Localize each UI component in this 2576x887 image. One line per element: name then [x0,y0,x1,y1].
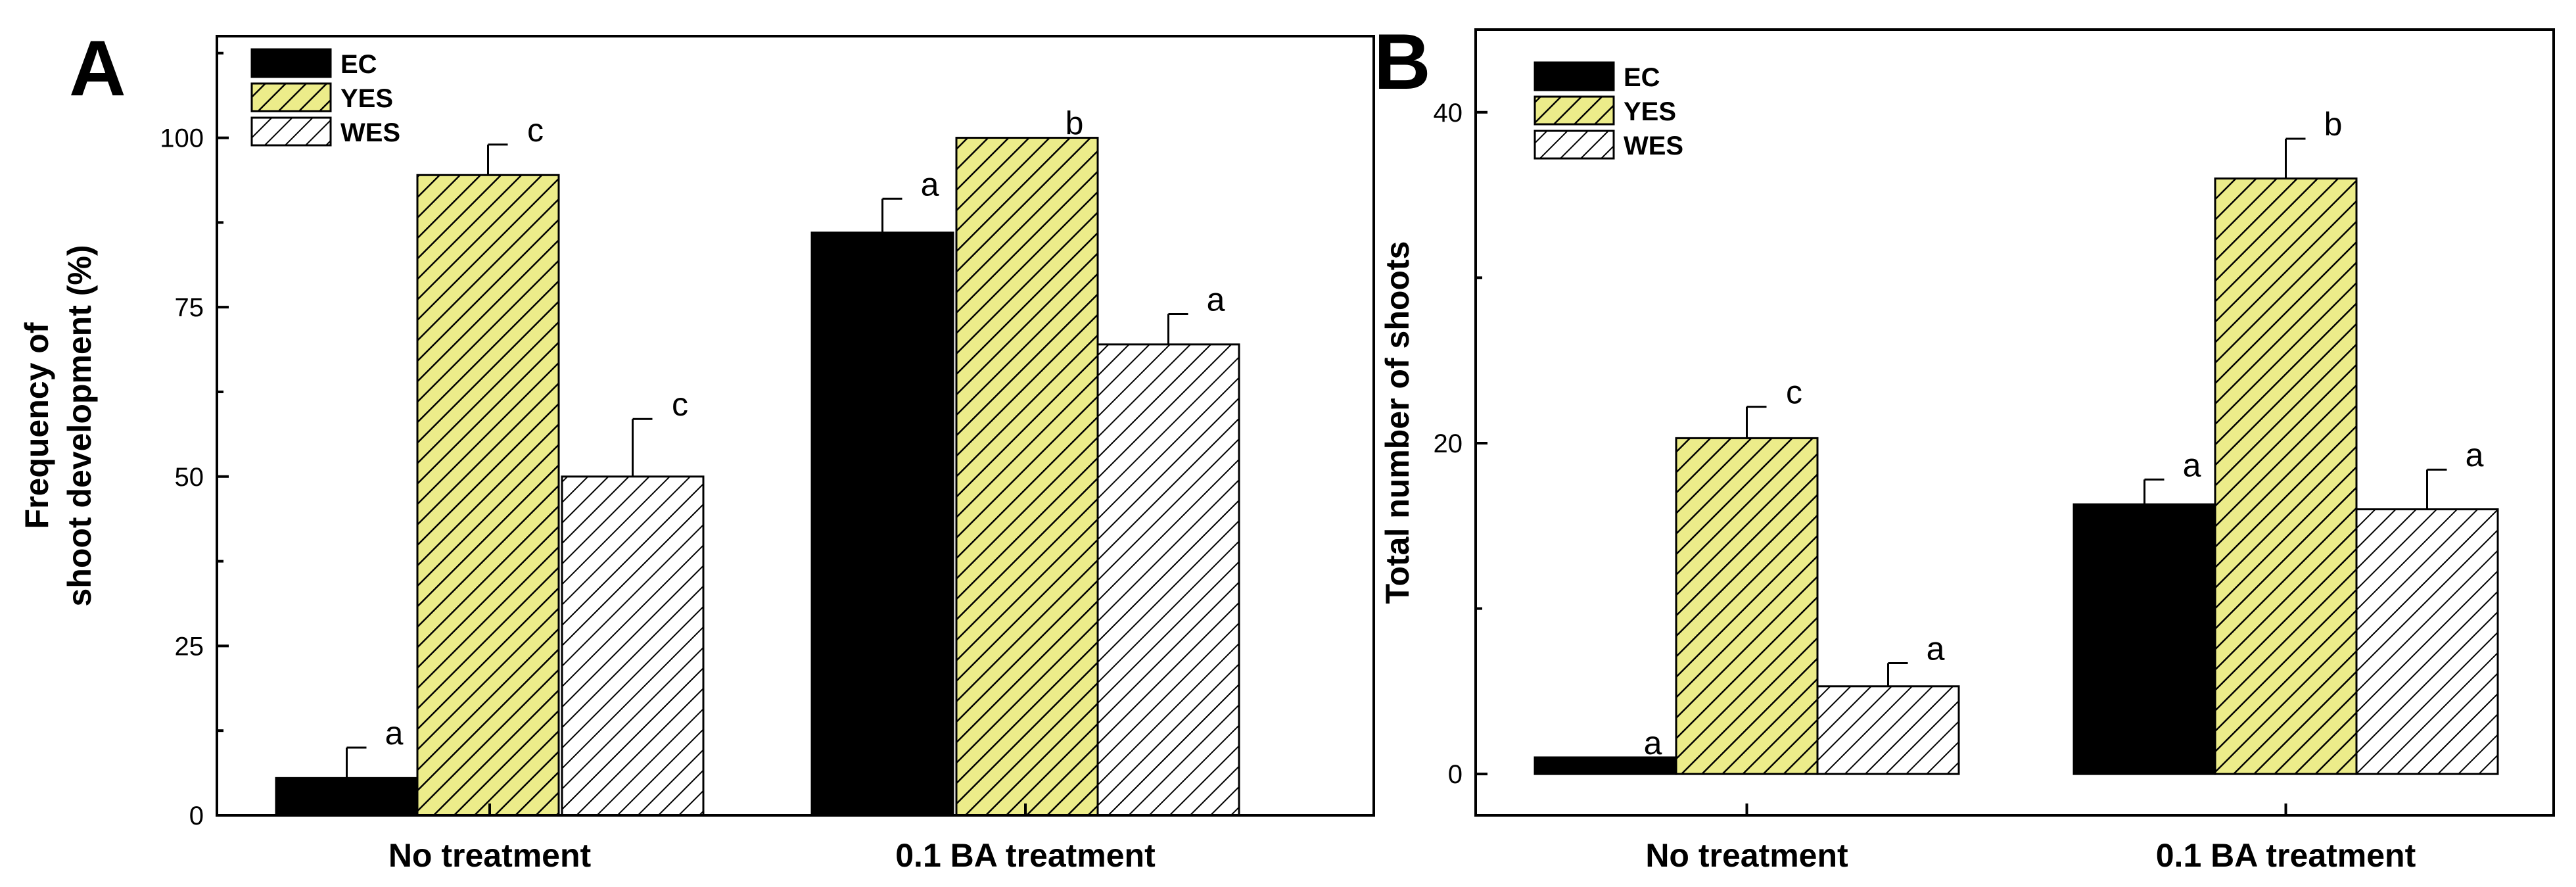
y-tick-label: 100 [160,124,204,153]
bar-wes [1096,343,1240,817]
category-label: No treatment [388,837,592,874]
plot-frame [1474,28,2555,817]
category-label: 0.1 BA treatment [2156,837,2416,874]
significance-letter: c [672,386,688,423]
significance-letter: a [2183,446,2201,483]
significance-letter: c [527,112,544,149]
significance-letter: c [1786,374,1802,411]
significance-letter: a [1927,631,1945,667]
legend-label-ec: EC [340,50,377,79]
category-label: 0.1 BA treatment [895,837,1156,874]
legend-swatch-yes [1534,95,1615,126]
significance-letter: b [2324,106,2343,143]
y-tick-label: 25 [175,632,204,661]
panel-label: A [69,24,126,112]
legend-swatch-yes [250,82,332,112]
significance-letter: a [2466,437,2484,473]
y-tick-label: 20 [1434,429,1463,458]
bar-ec [810,231,954,817]
legend-label-yes: YES [340,84,393,113]
y-axis-label: shoot development (%) [61,245,98,606]
bar-yes [416,174,560,817]
y-tick-label: 0 [1448,760,1463,789]
bar-wes [1816,685,1960,775]
category-label: No treatment [1645,837,1848,874]
legend-label-yes: YES [1624,97,1676,126]
significance-letter: a [1207,281,1225,318]
y-axis-label: Frequency of [18,322,55,529]
bar-ec [1534,756,1677,775]
y-tick-label: 75 [175,293,204,322]
bar-wes [561,475,705,817]
bar-yes [955,137,1099,817]
significance-letter: a [1644,725,1662,761]
y-axis-label: Total number of shoots [1379,241,1416,604]
y-tick-label: 40 [1434,99,1463,128]
significance-letter: a [921,166,939,203]
legend-label-wes: WES [340,118,400,147]
bar-yes [2214,177,2358,775]
significance-letter: b [1066,105,1084,142]
panel-label: B [1374,18,1431,106]
legend-label-ec: EC [1624,63,1660,92]
bar-yes [1675,437,1819,775]
legend-label-wes: WES [1624,132,1683,160]
legend-swatch-wes [250,116,332,147]
significance-letter: a [385,715,404,752]
bar-ec [275,777,419,817]
plot-frame [216,35,1375,817]
bar-wes [2355,508,2499,775]
legend-swatch-ec [250,48,332,78]
bar-ec [2073,503,2216,775]
legend-swatch-ec [1534,61,1615,91]
legend-swatch-wes [1534,130,1615,160]
y-tick-label: 0 [189,802,204,830]
panel-b: B Total number of shoots a a c b a a 0 20 40 No tre… [1374,18,2555,874]
y-tick-label: 50 [175,463,204,492]
panel-a: A Frequency of shoot development (%) a a c b c a… [18,24,1375,874]
